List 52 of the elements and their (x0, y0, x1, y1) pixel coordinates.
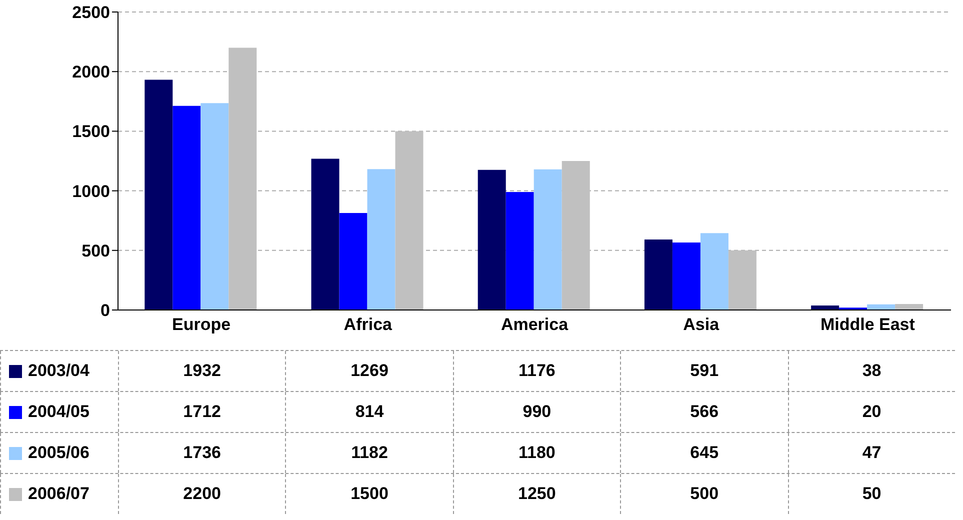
bar (562, 161, 590, 310)
x-tick-label: Europe (172, 315, 231, 334)
data-label: 47 (788, 433, 955, 473)
y-tick-label: 1500 (72, 122, 110, 142)
data-label: 1176 (452, 351, 620, 391)
data-label: 50 (788, 474, 955, 514)
bar (311, 158, 340, 310)
bar (200, 103, 229, 310)
bar (339, 212, 368, 310)
bar (144, 80, 173, 310)
bar (172, 106, 201, 310)
bar (644, 240, 672, 310)
x-tick-label: Africa (344, 315, 393, 334)
y-tick-label: 500 (82, 241, 110, 260)
data-label: 1250 (452, 474, 620, 514)
data-label: 566 (620, 392, 788, 432)
y-tick-label: 2500 (72, 3, 110, 22)
data-label: 1180 (452, 433, 620, 473)
legend-label: 2005/06 (28, 443, 90, 463)
data-label: 20 (788, 392, 955, 432)
legend-label: 2004/05 (28, 402, 90, 422)
data-label: 990 (452, 392, 620, 432)
data-label: 1500 (285, 474, 453, 514)
bar (895, 304, 924, 310)
bar (228, 48, 257, 310)
x-tick-label: Asia (683, 315, 720, 334)
data-label: 500 (620, 474, 788, 514)
y-tick-label: 1000 (72, 182, 110, 201)
data-label: 1182 (285, 433, 453, 473)
data-label: 1932 (118, 351, 286, 391)
data-label: 645 (620, 433, 788, 473)
bar (700, 233, 728, 310)
bar (728, 250, 756, 310)
data-label: 2200 (118, 474, 286, 514)
x-tick-label: America (500, 315, 569, 334)
y-tick-label: 0 (100, 301, 110, 320)
data-label: 1712 (118, 392, 286, 432)
bar (478, 170, 506, 310)
data-label: 814 (285, 392, 453, 432)
data-label: 38 (788, 351, 955, 391)
bar (506, 192, 534, 310)
bar (672, 242, 700, 310)
bar (395, 131, 424, 310)
y-tick-label: 2000 (72, 62, 110, 82)
x-tick-label: Middle East (820, 315, 916, 334)
data-label: 591 (620, 351, 788, 391)
data-label: 1736 (118, 433, 286, 473)
bar (534, 169, 562, 310)
data-label: 1269 (285, 351, 453, 391)
legend-label: 2003/04 (28, 361, 90, 381)
legend-label: 2006/07 (28, 484, 90, 504)
bar (367, 169, 396, 310)
